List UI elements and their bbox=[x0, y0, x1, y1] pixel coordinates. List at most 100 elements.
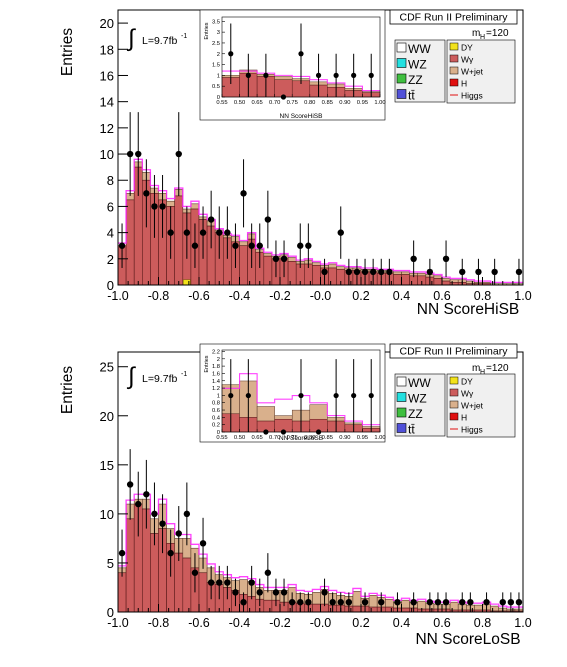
luminosity-superscript: -1 bbox=[181, 33, 187, 40]
inset-x-tick-label: 0.65 bbox=[251, 435, 262, 441]
main-data-point-19 bbox=[272, 255, 280, 263]
main-data-point-9 bbox=[191, 569, 199, 576]
inset-data-point-0 bbox=[228, 51, 234, 57]
inset-y-tick-label: 2 bbox=[217, 357, 220, 363]
main-data-point-15 bbox=[240, 598, 247, 606]
legend-swatch bbox=[396, 42, 407, 53]
inset-y-axis-title: Entries bbox=[204, 22, 210, 39]
main-wjet-bar-41 bbox=[449, 279, 459, 283]
x-tick-label: 0.2 bbox=[352, 289, 369, 303]
inset-wjet-bar-2 bbox=[256, 406, 275, 422]
main-wjet-bar-46 bbox=[490, 605, 500, 612]
inset-higgs-line bbox=[222, 70, 380, 92]
main-wgamma-bar-8 bbox=[182, 557, 192, 613]
y-tick-label: 10 bbox=[100, 507, 114, 522]
legend-label: W+jet bbox=[461, 401, 484, 411]
inset-data-point-8 bbox=[368, 72, 374, 78]
main-data-point-23 bbox=[321, 268, 328, 276]
legend-label: WW bbox=[408, 376, 431, 390]
inset-y-tick-label: 3.5 bbox=[212, 19, 220, 25]
legend-label: WZ bbox=[408, 58, 427, 72]
main-wjet-bar-31 bbox=[368, 595, 378, 608]
main-wgamma-bar-1 bbox=[125, 199, 135, 286]
main-data-point-28 bbox=[369, 268, 377, 276]
main-wjet-bar-41 bbox=[449, 601, 459, 611]
x-tick-label: 1.0 bbox=[514, 289, 531, 303]
main-data-point-36 bbox=[491, 268, 498, 276]
legend-swatch bbox=[449, 54, 459, 63]
x-tick-label: -0.2 bbox=[269, 616, 291, 630]
y-tick-label: 14 bbox=[100, 95, 114, 110]
legend-label: WW bbox=[408, 42, 431, 56]
x-axis-title: NN ScoreHiSB bbox=[417, 301, 520, 318]
main-wgamma-bar-26 bbox=[328, 267, 338, 286]
inset-data-point-7 bbox=[351, 392, 357, 399]
main-data-point-34 bbox=[442, 598, 450, 606]
main-data-point-11 bbox=[207, 216, 215, 223]
inset-y-tick-label: 1.6 bbox=[212, 371, 220, 377]
mass-label: m bbox=[472, 363, 480, 374]
main-wjet-bar-26 bbox=[328, 263, 338, 269]
main-data-point-15 bbox=[240, 190, 247, 197]
x-tick-label: 0.6 bbox=[433, 616, 450, 630]
main-wjet-bar-33 bbox=[384, 598, 394, 608]
inset-y-tick-label: 0.2 bbox=[212, 423, 220, 429]
x-tick-label: 0.6 bbox=[433, 289, 450, 303]
main-data-point-36 bbox=[467, 598, 474, 606]
legend-label: tt̄ bbox=[408, 423, 415, 437]
legend-swatch bbox=[396, 407, 407, 418]
main-data-point-1 bbox=[126, 150, 134, 158]
main-data-point-16 bbox=[248, 579, 255, 586]
inset-x-tick-label: 0.95 bbox=[357, 435, 368, 441]
main-wjet-bar-35 bbox=[401, 599, 410, 609]
x-tick-label: -1.0 bbox=[107, 289, 129, 303]
inset-y-tick-label: 1 bbox=[217, 73, 220, 79]
main-wgamma-bar-18 bbox=[263, 599, 273, 613]
main-wgamma-bar-21 bbox=[287, 261, 297, 286]
legend-label: W+jet bbox=[461, 67, 484, 77]
inset-x-tick-label: 0.90 bbox=[339, 100, 350, 106]
main-data-point-24 bbox=[337, 229, 344, 236]
main-wgamma-bar-34 bbox=[393, 274, 402, 286]
legend-swatch bbox=[396, 58, 407, 68]
main-data-point-31 bbox=[410, 255, 417, 263]
legend-label: ZZ bbox=[408, 407, 423, 421]
panel-1: -1.0 -0.8 -0.6 -0.4 -0.2 -0.0 0.2 0.4 0.6 0.8 1.00… bbox=[59, 9, 532, 318]
inset-x-tick-label: 0.85 bbox=[322, 435, 333, 441]
legend-swatch bbox=[449, 78, 459, 87]
main-data-point-19 bbox=[272, 589, 280, 596]
main-data-point-8 bbox=[183, 229, 191, 236]
luminosity-superscript: -1 bbox=[181, 371, 187, 378]
inset-y-tick-label: 0 bbox=[217, 430, 220, 436]
main-wjet-bar-43 bbox=[465, 280, 475, 284]
x-tick-label: 1.0 bbox=[514, 616, 531, 630]
y-tick-label: 2 bbox=[107, 252, 114, 267]
main-wgamma-bar-15 bbox=[239, 245, 248, 286]
inset-x-tick-label: 0.50 bbox=[234, 100, 245, 106]
y-tick-label: 8 bbox=[107, 173, 114, 188]
main-data-point-18 bbox=[264, 216, 272, 223]
main-wgamma-bar-31 bbox=[368, 606, 378, 613]
x-axis-title: NN ScoreLoSB bbox=[415, 631, 520, 648]
main-data-point-10 bbox=[199, 540, 207, 547]
main-data-point-35 bbox=[459, 598, 466, 606]
inset-y-tick-label: 1.4 bbox=[212, 379, 221, 385]
legend-label: Higgs bbox=[461, 91, 483, 101]
inset-data-point-4 bbox=[298, 51, 304, 57]
main-wgamma-bar-39 bbox=[433, 278, 443, 286]
main-data-point-30 bbox=[394, 598, 401, 606]
inset-x-tick-label: 0.90 bbox=[339, 435, 350, 441]
y-tick-label: 15 bbox=[100, 458, 114, 473]
x-tick-label: -0.8 bbox=[148, 289, 170, 303]
inset-x-tick-label: 0.55 bbox=[216, 435, 227, 441]
legend-swatch bbox=[396, 73, 407, 84]
inset-data-point-2 bbox=[263, 72, 269, 78]
header-box bbox=[389, 9, 518, 25]
legend-right-box bbox=[446, 39, 516, 104]
main-wjet-bar-15 bbox=[239, 579, 248, 595]
y-tick-label: 12 bbox=[100, 121, 114, 136]
x-tick-label: -0.4 bbox=[229, 289, 251, 303]
x-tick-label: -0.8 bbox=[148, 616, 170, 630]
y-tick-label: 0 bbox=[107, 605, 114, 620]
inset-x-tick-label: 0.85 bbox=[322, 100, 333, 106]
